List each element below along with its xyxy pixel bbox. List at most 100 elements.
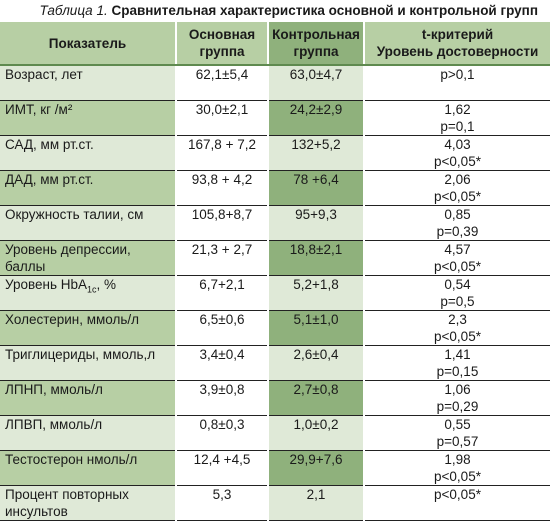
control-group-cell: 5,2+1,8 xyxy=(268,275,365,311)
control-group-cell: 2,7±0,8 xyxy=(268,380,365,416)
main-group-cell: 62,1±5,4 xyxy=(176,65,269,101)
control-group-cell: 1,0±0,2 xyxy=(268,415,365,451)
control-group-cell: 5,1±1,0 xyxy=(268,310,365,346)
statistics-cell: 0,55 p=0,57 xyxy=(364,415,550,451)
main-group-cell: 105,8+8,7 xyxy=(176,205,269,241)
p-value: p<0,05* xyxy=(434,189,481,204)
t-value: 1,41 xyxy=(444,347,471,362)
indicator-cell: Уровень депрессии, баллы xyxy=(0,240,177,276)
header-indicator: Показатель xyxy=(0,22,177,66)
header-row: Показатель Основная группа Контрольная г… xyxy=(0,22,550,66)
indicator-cell: САД, мм рт.ст. xyxy=(0,135,177,171)
main-group-cell: 93,8 + 4,2 xyxy=(176,170,269,206)
statistics-cell: 2,06 p<0,05* xyxy=(364,170,550,206)
control-group-cell: 29,9+7,6 xyxy=(268,450,365,486)
indicator-cell: ЛПНП, ммоль/л xyxy=(0,380,177,416)
p-value xyxy=(365,83,550,100)
p-value: p<0,05* xyxy=(434,469,481,484)
table-row: Уровень депрессии, баллы 21,3 + 2,7 18,8±2… xyxy=(0,240,550,276)
main-group-cell: 21,3 + 2,7 xyxy=(176,240,269,276)
p-value: p<0,05* xyxy=(434,329,481,344)
main-group-cell: 12,4 +4,5 xyxy=(176,450,269,486)
table-row: САД, мм рт.ст. 167,8 + 7,2 132+5,2 4,03 p<0,… xyxy=(0,135,550,171)
table-row: Окружность талии, см 105,8+8,7 95+9,3 0,85 p… xyxy=(0,205,550,241)
t-value: 2,06 xyxy=(444,172,471,187)
statistics-cell: p>0,1 xyxy=(364,65,550,101)
table-row: Уровень HbA1c, % 6,7+2,1 5,2+1,8 0,54 p=0,5 xyxy=(0,275,550,311)
statistics-cell: 4,03 p<0,05* xyxy=(364,135,550,171)
header-main-group: Основная группа xyxy=(176,22,269,66)
control-group-cell: 95+9,3 xyxy=(268,205,365,241)
comparison-table: Показатель Основная группа Контрольная г… xyxy=(0,22,550,521)
main-group-cell: 5,3 xyxy=(176,485,269,521)
control-group-cell: 132+5,2 xyxy=(268,135,365,171)
table-number: Таблица 1. xyxy=(39,3,108,18)
statistics-cell: 1,41 p=0,15 xyxy=(364,345,550,381)
p-value xyxy=(365,503,550,520)
main-group-cell: 167,8 + 7,2 xyxy=(176,135,269,171)
indicator-cell: Уровень HbA1c, % xyxy=(0,275,177,311)
statistics-cell: 0,54 p=0,5 xyxy=(364,275,550,311)
p-value: p=0,5 xyxy=(440,294,475,309)
table-row: Процент повторных инсультов 5,3 2,1 p<0,05* xyxy=(0,485,550,521)
indicator-cell: Возраст, лет xyxy=(0,65,177,101)
t-value: 1,98 xyxy=(444,452,471,467)
control-group-cell: 2,1 xyxy=(268,485,365,521)
t-value: 1,62 xyxy=(444,102,471,117)
indicator-cell: Окружность талии, см xyxy=(0,205,177,241)
statistics-cell: 2,3 p<0,05* xyxy=(364,310,550,346)
t-value: 4,57 xyxy=(444,242,471,257)
statistics-cell: 1,98 p<0,05* xyxy=(364,450,550,486)
p-value: p=0,1 xyxy=(440,119,475,134)
header-control-group: Контрольная группа xyxy=(268,22,365,66)
control-group-cell: 24,2±2,9 xyxy=(268,100,365,136)
main-group-cell: 6,5±0,6 xyxy=(176,310,269,346)
main-group-cell: 6,7+2,1 xyxy=(176,275,269,311)
main-group-cell: 0,8±0,3 xyxy=(176,415,269,451)
t-value: 2,3 xyxy=(448,312,467,327)
header-statistics: t-критерий Уровень достоверности xyxy=(364,22,550,66)
indicator-cell: Процент повторных инсультов xyxy=(0,485,177,521)
t-value: 4,03 xyxy=(444,137,471,152)
table-row: Холестерин, ммоль/л 6,5±0,6 5,1±1,0 2,3 p<0,… xyxy=(0,310,550,346)
control-group-cell: 63,0±4,7 xyxy=(268,65,365,101)
p-value: p=0,29 xyxy=(436,399,479,414)
table-row: ИМТ, кг /м² 30,0±2,1 24,2±2,9 1,62 p=0,1 xyxy=(0,100,550,136)
statistics-cell: 4,57 p<0,05* xyxy=(364,240,550,276)
control-group-cell: 2,6±0,4 xyxy=(268,345,365,381)
table-row: Тестостерон нмоль/л 12,4 +4,5 29,9+7,6 1,98… xyxy=(0,450,550,486)
table-row: Возраст, лет 62,1±5,4 63,0±4,7 p>0,1 xyxy=(0,65,550,101)
indicator-cell: ДАД, мм рт.ст. xyxy=(0,170,177,206)
p-value: p=0,39 xyxy=(436,224,479,239)
table-caption: Таблица 1. Сравнительная характеристика … xyxy=(0,0,550,22)
indicator-cell: ЛПВП, ммоль/л xyxy=(0,415,177,451)
t-value: 1,06 xyxy=(444,382,471,397)
control-group-cell: 78 +6,4 xyxy=(268,170,365,206)
main-group-cell: 3,4±0,4 xyxy=(176,345,269,381)
p-value: p=0,57 xyxy=(436,434,479,449)
indicator-cell: Тестостерон нмоль/л xyxy=(0,450,177,486)
statistics-cell: 1,62 p=0,1 xyxy=(364,100,550,136)
statistics-cell: p<0,05* xyxy=(364,485,550,521)
indicator-cell: ИМТ, кг /м² xyxy=(0,100,177,136)
p-value: p=0,15 xyxy=(436,364,479,379)
table-title: Сравнительная характеристика основной и … xyxy=(111,3,538,18)
statistics-cell: 1,06 p=0,29 xyxy=(364,380,550,416)
table-row: ДАД, мм рт.ст. 93,8 + 4,2 78 +6,4 2,06 p<0,0… xyxy=(0,170,550,206)
statistics-cell: 0,85 p=0,39 xyxy=(364,205,550,241)
t-value: p<0,05* xyxy=(434,487,481,502)
p-value: p<0,05* xyxy=(434,259,481,274)
indicator-cell: Триглицериды, ммоль,л xyxy=(0,345,177,381)
main-group-cell: 3,9±0,8 xyxy=(176,380,269,416)
table-row: Триглицериды, ммоль,л 3,4±0,4 2,6±0,4 1,41 p… xyxy=(0,345,550,381)
t-value: 0,85 xyxy=(444,207,471,222)
main-group-cell: 30,0±2,1 xyxy=(176,100,269,136)
table-row: ЛПНП, ммоль/л 3,9±0,8 2,7±0,8 1,06 p=0,29 xyxy=(0,380,550,416)
p-value: p<0,05* xyxy=(434,154,481,169)
t-value: 0,54 xyxy=(444,277,471,292)
table-row: ЛПВП, ммоль/л 0,8±0,3 1,0±0,2 0,55 p=0,57 xyxy=(0,415,550,451)
indicator-cell: Холестерин, ммоль/л xyxy=(0,310,177,346)
control-group-cell: 18,8±2,1 xyxy=(268,240,365,276)
t-value: 0,55 xyxy=(444,417,471,432)
t-value: p>0,1 xyxy=(440,67,475,82)
